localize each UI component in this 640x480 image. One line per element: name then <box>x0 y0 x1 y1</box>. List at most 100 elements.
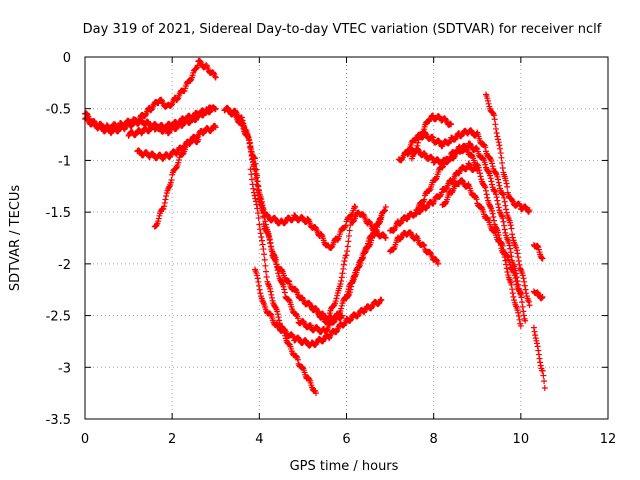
series-track-22 <box>530 324 548 391</box>
data-point <box>167 152 174 159</box>
data-point <box>516 316 523 323</box>
data-point <box>510 293 517 300</box>
data-point <box>519 272 526 279</box>
data-point <box>539 293 546 300</box>
data-point <box>509 267 516 274</box>
data-point <box>262 221 269 228</box>
data-point <box>368 304 375 311</box>
data-point <box>499 215 506 222</box>
series-track-15 <box>395 140 524 298</box>
data-point <box>348 283 355 290</box>
y-tick-label: -3 <box>58 361 71 376</box>
data-point <box>161 199 168 206</box>
data-point <box>497 150 504 157</box>
data-point <box>255 182 262 189</box>
data-point <box>256 286 263 293</box>
data-point <box>337 281 344 288</box>
data-point <box>420 241 427 248</box>
data-point <box>187 77 194 84</box>
data-point <box>507 222 514 229</box>
data-point <box>293 353 300 360</box>
data-point <box>377 215 384 222</box>
series-track-21 <box>408 112 455 162</box>
data-point <box>495 139 502 146</box>
data-point <box>514 307 521 314</box>
x-tick-label: 10 <box>513 432 530 447</box>
data-point <box>506 259 513 266</box>
data-point <box>515 254 522 261</box>
data-point <box>260 246 267 253</box>
data-point <box>523 204 530 211</box>
data-point <box>155 215 162 222</box>
grid-lines <box>85 57 608 419</box>
data-point <box>415 136 422 143</box>
data-point <box>344 243 351 250</box>
data-point <box>443 185 450 192</box>
data-point <box>522 317 529 324</box>
data-point <box>482 144 489 151</box>
data-point <box>536 355 543 362</box>
data-point <box>179 151 186 158</box>
data-point <box>351 203 358 210</box>
data-point <box>501 222 508 229</box>
data-point <box>260 205 267 212</box>
data-point <box>212 74 219 81</box>
data-point <box>212 124 219 131</box>
data-point <box>517 289 524 296</box>
data-point <box>503 206 510 213</box>
data-point <box>502 229 509 236</box>
data-point <box>266 236 273 243</box>
data-point <box>333 328 340 335</box>
data-point <box>503 180 510 187</box>
data-point <box>438 189 445 196</box>
data-point <box>499 159 506 166</box>
data-point <box>491 217 498 224</box>
data-point <box>531 328 538 335</box>
data-point <box>340 261 347 268</box>
data-point <box>426 187 433 194</box>
data-point <box>282 327 289 334</box>
data-point <box>539 367 546 374</box>
data-point <box>463 146 470 153</box>
data-point <box>541 378 548 385</box>
data-point <box>481 183 488 190</box>
data-point <box>501 198 508 205</box>
data-point <box>265 212 272 219</box>
data-point <box>294 315 301 322</box>
data-point <box>338 302 345 309</box>
data-point <box>509 234 516 241</box>
data-point <box>175 159 182 166</box>
data-point <box>286 278 293 285</box>
data-point <box>345 238 352 245</box>
data-point <box>148 106 155 113</box>
data-point <box>513 278 520 285</box>
data-point <box>268 291 275 298</box>
data-point <box>196 111 203 118</box>
data-point <box>115 124 122 131</box>
data-point <box>495 179 502 186</box>
data-point <box>354 267 361 274</box>
data-point <box>334 292 341 299</box>
data-point <box>467 141 474 148</box>
data-point <box>381 207 388 214</box>
data-point <box>162 196 169 203</box>
data-point <box>474 161 481 168</box>
data-point <box>530 324 537 331</box>
data-point <box>247 144 254 151</box>
data-point <box>489 163 496 170</box>
data-point <box>165 184 172 191</box>
x-tick-label: 6 <box>342 432 350 447</box>
data-point <box>366 243 373 250</box>
x-tick-label: 0 <box>81 432 89 447</box>
data-point <box>274 321 281 328</box>
data-point <box>511 272 518 279</box>
data-point <box>245 136 252 143</box>
data-point <box>397 235 404 242</box>
data-point <box>476 170 483 177</box>
series-track-24 <box>530 288 546 302</box>
data-point <box>391 227 398 234</box>
data-point <box>507 249 514 256</box>
data-point <box>514 250 521 257</box>
series-track-23 <box>530 241 546 262</box>
data-point <box>263 274 270 281</box>
